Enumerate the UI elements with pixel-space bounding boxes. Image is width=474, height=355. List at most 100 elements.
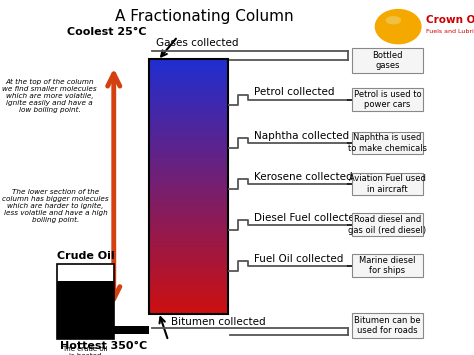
Bar [149, 76, 228, 77]
Bar [149, 296, 228, 297]
Bar [149, 163, 228, 164]
FancyBboxPatch shape [352, 213, 423, 236]
Bar [149, 200, 228, 201]
Bar [149, 101, 228, 102]
Bar [149, 110, 228, 111]
Bar [149, 108, 228, 109]
Bar [149, 96, 228, 97]
Bar [149, 160, 228, 161]
Bar [149, 106, 228, 107]
Bar [149, 185, 228, 186]
Bar [149, 103, 228, 104]
Bar [149, 237, 228, 238]
Bar [149, 288, 228, 289]
Bar [149, 164, 228, 165]
Bar [149, 153, 228, 154]
Bar [149, 90, 228, 91]
Bar [149, 61, 228, 62]
FancyBboxPatch shape [352, 255, 423, 277]
Bar [149, 182, 228, 183]
Bar [149, 121, 228, 122]
Bar [149, 286, 228, 287]
Bar [149, 218, 228, 219]
Bar [149, 209, 228, 210]
Bar [149, 299, 228, 300]
Bar [149, 203, 228, 204]
Bar [149, 293, 228, 294]
Bar [149, 241, 228, 242]
Bar [149, 192, 228, 193]
Bar [149, 202, 228, 203]
Bar [149, 62, 228, 63]
Bar [149, 129, 228, 130]
Bar [149, 141, 228, 142]
Text: Hottest 350°C: Hottest 350°C [60, 341, 147, 351]
Text: Crown Oil: Crown Oil [426, 15, 474, 24]
Bar [149, 147, 228, 148]
Bar [149, 118, 228, 119]
Bar [149, 269, 228, 270]
Bar [149, 170, 228, 171]
Bar [149, 281, 228, 282]
Bar [149, 176, 228, 177]
Bar [149, 273, 228, 274]
Bar [149, 210, 228, 211]
Bar [149, 107, 228, 108]
Bar [149, 186, 228, 187]
Bar [149, 88, 228, 89]
Bar [149, 78, 228, 79]
Bar [149, 205, 228, 206]
Bar [149, 198, 228, 199]
Bar [149, 223, 228, 224]
Bar [149, 231, 228, 233]
Bar [149, 92, 228, 93]
Bar [149, 167, 228, 168]
Bar [149, 169, 228, 170]
Bar [149, 70, 228, 71]
Bar [149, 175, 228, 176]
FancyBboxPatch shape [352, 49, 423, 73]
Bar [149, 234, 228, 235]
Bar [149, 295, 228, 296]
Bar [149, 265, 228, 266]
Bar [149, 179, 228, 180]
Bar [149, 224, 228, 225]
Bar [149, 75, 228, 76]
Bar [149, 233, 228, 234]
Bar [149, 266, 228, 267]
Bar [149, 222, 228, 223]
Text: Bitumen collected: Bitumen collected [171, 317, 265, 327]
Text: Coolest 25°C: Coolest 25°C [67, 27, 147, 37]
Bar [149, 184, 228, 185]
Text: Kerosene collected: Kerosene collected [254, 172, 352, 182]
Bar [149, 111, 228, 112]
Text: Aviation Fuel used
in aircraft: Aviation Fuel used in aircraft [349, 174, 426, 194]
FancyBboxPatch shape [352, 313, 423, 338]
Bar [149, 84, 228, 85]
Bar [149, 253, 228, 254]
Bar [149, 154, 228, 155]
Bar [149, 308, 228, 309]
Bar [149, 290, 228, 291]
Bar [149, 216, 228, 217]
Bar [149, 80, 228, 81]
Bar [149, 238, 228, 239]
Bar [149, 230, 228, 231]
Bar [149, 206, 228, 207]
Bar [149, 211, 228, 212]
Bar [149, 277, 228, 278]
Bar [149, 102, 228, 103]
FancyBboxPatch shape [352, 88, 423, 111]
Bar [149, 151, 228, 152]
Bar [149, 252, 228, 253]
Bar [149, 276, 228, 277]
Text: At the top of the column
we find smaller molecules
which are more volatile,
igni: At the top of the column we find smaller… [2, 78, 97, 113]
Bar [149, 116, 228, 118]
Bar [149, 65, 228, 66]
Bar [149, 115, 228, 116]
Bar [149, 226, 228, 227]
Bar [149, 188, 228, 189]
Text: Marine diesel
for ships: Marine diesel for ships [359, 256, 416, 275]
Bar [149, 181, 228, 182]
Bar [149, 67, 228, 68]
